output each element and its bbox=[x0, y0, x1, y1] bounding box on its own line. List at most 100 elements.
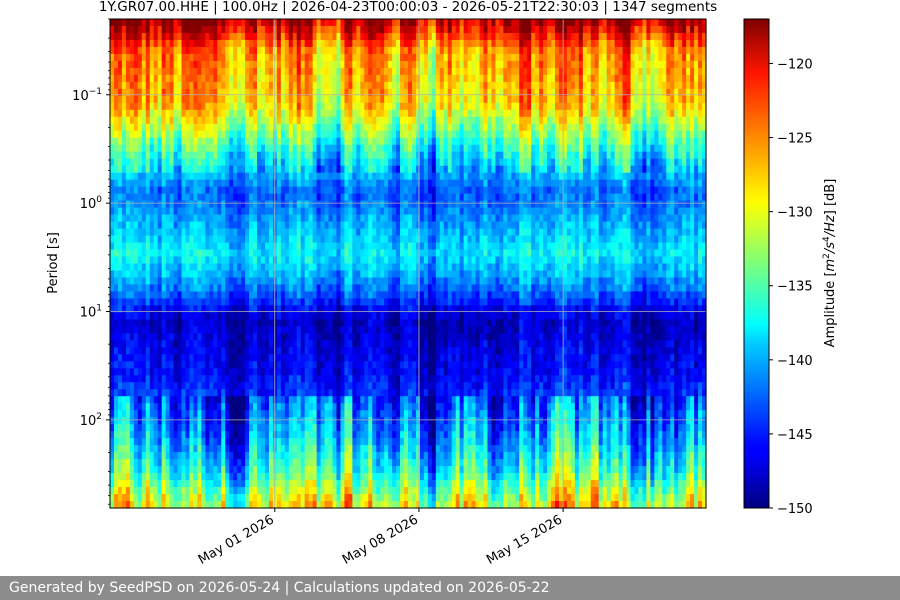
heatmap-cell bbox=[372, 172, 377, 181]
heatmap-cell bbox=[590, 81, 596, 90]
heatmap-cell bbox=[495, 235, 500, 244]
heatmap-cell bbox=[356, 39, 361, 48]
heatmap-cell bbox=[543, 60, 548, 69]
heatmap-cell bbox=[507, 25, 512, 34]
heatmap-cell bbox=[650, 165, 655, 174]
heatmap-cell bbox=[606, 144, 612, 153]
heatmap-cell bbox=[185, 109, 191, 118]
heatmap-cell bbox=[125, 109, 131, 118]
heatmap-cell bbox=[459, 81, 465, 90]
heatmap-cell bbox=[487, 179, 493, 188]
heatmap-cell bbox=[384, 19, 389, 27]
heatmap-cell bbox=[670, 200, 675, 209]
heatmap-cell bbox=[503, 193, 508, 202]
heatmap-cell bbox=[312, 242, 318, 251]
heatmap-cell bbox=[272, 60, 278, 69]
heatmap-cell bbox=[340, 116, 346, 125]
heatmap-cell bbox=[193, 67, 199, 76]
heatmap-cell bbox=[217, 151, 222, 160]
heatmap-cell bbox=[404, 214, 409, 223]
heatmap-cell bbox=[650, 116, 655, 125]
heatmap-cell bbox=[622, 130, 628, 139]
heatmap-cell bbox=[439, 186, 445, 195]
heatmap-cell bbox=[411, 102, 417, 111]
heatmap-cell bbox=[562, 25, 568, 34]
heatmap-cell bbox=[149, 109, 155, 118]
heatmap-cell bbox=[495, 193, 500, 202]
heatmap-cell bbox=[308, 102, 314, 111]
heatmap-cell bbox=[113, 95, 119, 104]
heatmap-cell bbox=[606, 116, 612, 125]
heatmap-cell bbox=[320, 200, 326, 209]
heatmap-cell bbox=[511, 214, 516, 223]
heatmap-cell bbox=[117, 158, 123, 167]
heatmap-cell bbox=[694, 25, 699, 34]
heatmap-cell bbox=[570, 102, 576, 111]
heatmap-cell bbox=[439, 144, 445, 153]
heatmap-cell bbox=[638, 242, 644, 251]
heatmap-cell bbox=[264, 221, 270, 230]
heatmap-cell bbox=[257, 102, 262, 111]
heatmap-cell bbox=[547, 151, 552, 160]
heatmap-cell bbox=[471, 25, 477, 34]
heatmap-cell bbox=[527, 60, 532, 69]
heatmap-cell bbox=[447, 158, 453, 167]
heatmap-cell bbox=[209, 19, 214, 27]
heatmap-cell bbox=[547, 95, 552, 104]
heatmap-cell bbox=[614, 130, 620, 139]
heatmap-cell bbox=[610, 67, 616, 76]
heatmap-cell bbox=[499, 158, 504, 167]
heatmap-cell bbox=[574, 158, 580, 167]
heatmap-cell bbox=[606, 193, 612, 202]
heatmap-cell bbox=[618, 137, 624, 146]
heatmap-cell bbox=[519, 221, 524, 230]
heatmap-cell bbox=[459, 74, 465, 83]
heatmap-cell bbox=[141, 130, 147, 139]
heatmap-cell bbox=[654, 235, 659, 244]
heatmap-cell bbox=[523, 242, 528, 251]
heatmap-cell bbox=[352, 81, 357, 90]
heatmap-cell bbox=[141, 116, 147, 125]
heatmap-cell bbox=[686, 130, 691, 139]
heatmap-cell bbox=[630, 60, 636, 69]
heatmap-cell bbox=[300, 242, 306, 251]
heatmap-cell bbox=[260, 74, 266, 83]
heatmap-cell bbox=[602, 25, 608, 34]
heatmap-cell bbox=[332, 19, 338, 27]
heatmap-cell bbox=[225, 53, 230, 62]
heatmap-cell bbox=[145, 179, 151, 188]
heatmap-cell bbox=[197, 95, 202, 104]
heatmap-cell bbox=[578, 32, 584, 41]
heatmap-cell bbox=[280, 151, 286, 160]
heatmap-cell bbox=[217, 74, 222, 83]
heatmap-cell bbox=[133, 116, 139, 125]
heatmap-cell bbox=[415, 60, 421, 69]
heatmap-cell bbox=[280, 102, 286, 111]
heatmap-cell bbox=[638, 186, 644, 195]
heatmap-cell bbox=[515, 19, 520, 27]
heatmap-cell bbox=[308, 165, 314, 174]
heatmap-cell bbox=[507, 109, 512, 118]
heatmap-cell bbox=[642, 116, 647, 125]
heatmap-cell bbox=[483, 123, 489, 132]
heatmap-cell bbox=[157, 249, 163, 258]
heatmap-cell bbox=[535, 200, 540, 209]
heatmap-cell bbox=[670, 158, 675, 167]
heatmap-cell bbox=[630, 109, 636, 118]
heatmap-cell bbox=[598, 200, 604, 209]
heatmap-cell bbox=[582, 144, 588, 153]
heatmap-cell bbox=[165, 158, 171, 167]
heatmap-cell bbox=[336, 67, 342, 76]
heatmap-cell bbox=[264, 109, 270, 118]
heatmap-cell bbox=[650, 39, 655, 48]
heatmap-cell bbox=[169, 74, 175, 83]
heatmap-cell bbox=[598, 46, 604, 55]
heatmap-cell bbox=[566, 60, 572, 69]
heatmap-cell bbox=[495, 88, 500, 97]
heatmap-cell bbox=[618, 221, 624, 230]
heatmap-cell bbox=[503, 137, 508, 146]
heatmap-cell bbox=[233, 53, 238, 62]
heatmap-cell bbox=[209, 186, 214, 195]
heatmap-cell bbox=[411, 130, 417, 139]
heatmap-cell bbox=[225, 235, 230, 244]
